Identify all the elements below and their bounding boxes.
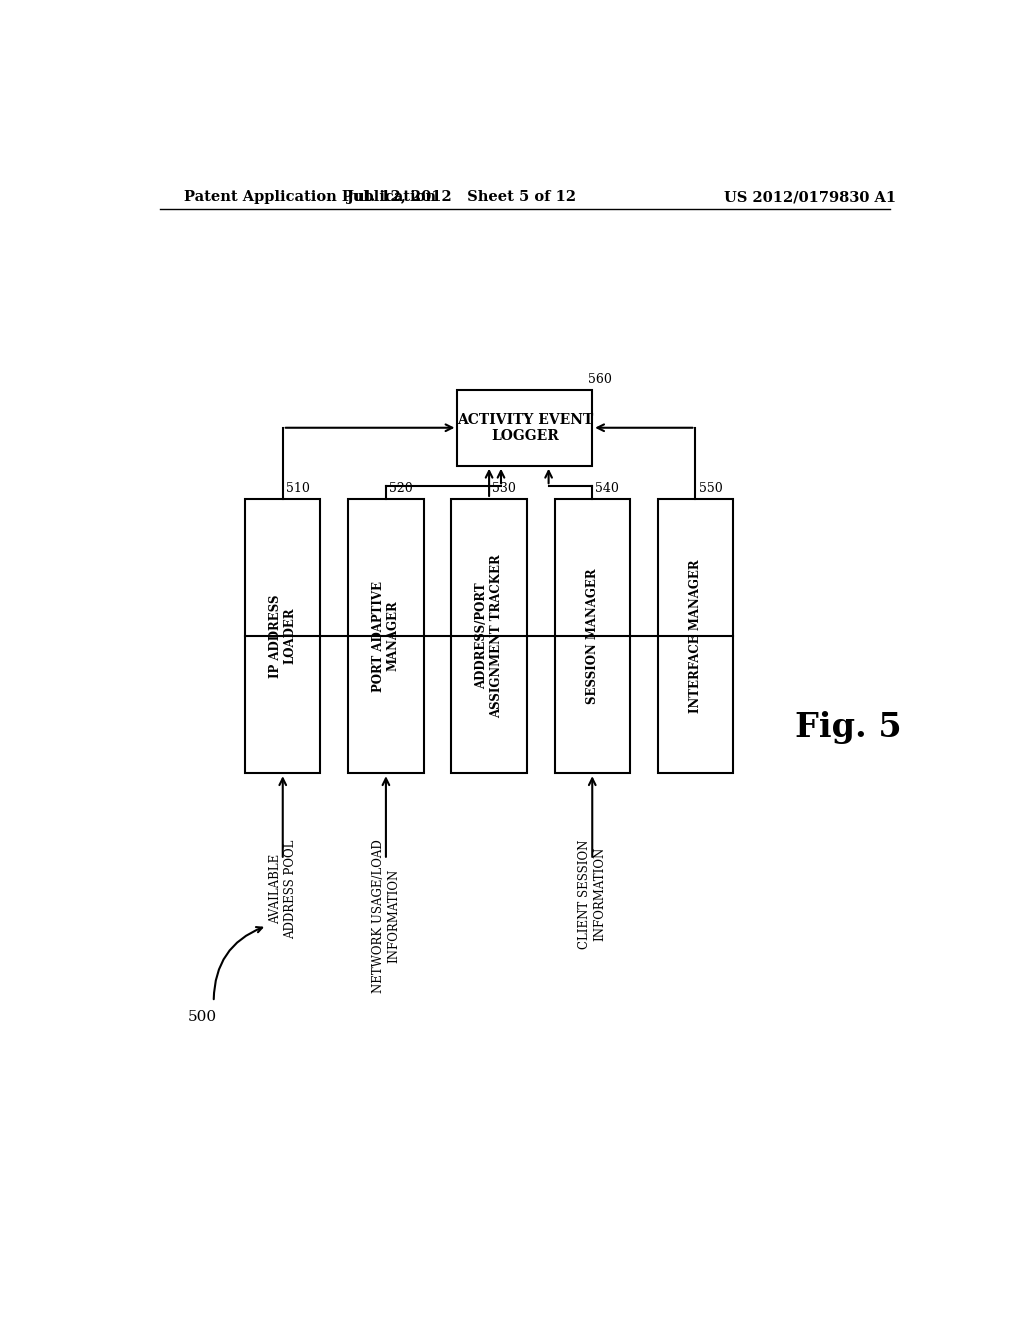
Text: US 2012/0179830 A1: US 2012/0179830 A1 xyxy=(724,190,897,205)
Text: 500: 500 xyxy=(187,1010,217,1024)
Bar xyxy=(452,499,526,774)
Text: Fig. 5: Fig. 5 xyxy=(795,711,901,744)
Text: 540: 540 xyxy=(595,482,620,495)
Text: INTERFACE MANAGER: INTERFACE MANAGER xyxy=(689,560,701,713)
Bar xyxy=(348,499,424,774)
Text: CLIENT SESSION
INFORMATION: CLIENT SESSION INFORMATION xyxy=(579,840,606,949)
Text: 510: 510 xyxy=(286,482,310,495)
Text: IP ADDRESS
LOADER: IP ADDRESS LOADER xyxy=(268,594,297,678)
Text: 530: 530 xyxy=(493,482,516,495)
Text: Jul. 12, 2012   Sheet 5 of 12: Jul. 12, 2012 Sheet 5 of 12 xyxy=(347,190,575,205)
Text: ACTIVITY EVENT
LOGGER: ACTIVITY EVENT LOGGER xyxy=(457,413,593,442)
Text: ADDRESS/PORT
ASSIGNMENT TRACKER: ADDRESS/PORT ASSIGNMENT TRACKER xyxy=(475,554,503,718)
Bar xyxy=(555,499,630,774)
Bar xyxy=(458,389,592,466)
Text: 560: 560 xyxy=(588,372,612,385)
Text: 550: 550 xyxy=(698,482,722,495)
Bar xyxy=(245,499,321,774)
Text: Patent Application Publication: Patent Application Publication xyxy=(183,190,435,205)
Text: AVAILABLE
ADDRESS POOL: AVAILABLE ADDRESS POOL xyxy=(268,840,297,939)
Text: SESSION MANAGER: SESSION MANAGER xyxy=(586,569,599,704)
Text: 520: 520 xyxy=(389,482,413,495)
Text: PORT ADAPTIVE
MANAGER: PORT ADAPTIVE MANAGER xyxy=(372,581,400,692)
Text: NETWORK USAGE/LOAD
INFORMATION: NETWORK USAGE/LOAD INFORMATION xyxy=(372,840,400,993)
Bar xyxy=(657,499,733,774)
